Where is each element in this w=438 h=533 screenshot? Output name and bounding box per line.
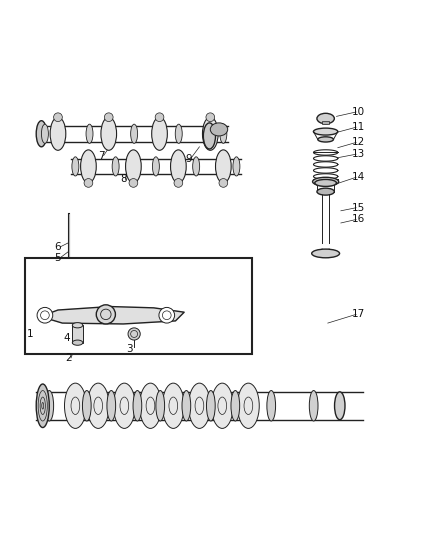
Ellipse shape [96,305,116,324]
Text: 10: 10 [352,107,365,117]
Ellipse shape [131,124,138,143]
Ellipse shape [72,322,83,328]
Ellipse shape [237,383,259,429]
Ellipse shape [203,123,215,149]
Ellipse shape [81,150,96,183]
Text: 3: 3 [127,344,133,354]
Ellipse shape [219,179,228,187]
Ellipse shape [313,177,339,186]
Ellipse shape [182,391,191,421]
Ellipse shape [72,157,79,176]
Ellipse shape [159,308,175,323]
Bar [25,258,252,353]
Text: 5: 5 [55,253,61,263]
Text: 11: 11 [352,122,365,132]
Text: 13: 13 [352,149,365,159]
Ellipse shape [50,117,66,150]
Ellipse shape [162,383,184,429]
Text: 9: 9 [185,154,192,164]
Ellipse shape [312,249,339,258]
Ellipse shape [315,180,336,187]
Text: 2: 2 [66,353,72,363]
Ellipse shape [53,113,62,122]
Text: 4: 4 [64,333,70,343]
Ellipse shape [101,117,117,150]
Text: 14: 14 [352,172,365,182]
Ellipse shape [317,188,334,195]
Polygon shape [41,306,184,324]
Bar [322,121,329,124]
Ellipse shape [267,391,276,421]
Ellipse shape [37,308,53,323]
Text: 1: 1 [26,329,33,339]
Ellipse shape [152,157,159,176]
Ellipse shape [140,383,161,429]
Ellipse shape [155,113,164,122]
Text: 16: 16 [352,214,365,224]
Ellipse shape [128,328,140,340]
Ellipse shape [317,114,334,124]
Ellipse shape [82,391,91,421]
Ellipse shape [36,384,49,427]
Ellipse shape [104,113,113,122]
Ellipse shape [72,340,83,345]
Bar [72,325,83,343]
Ellipse shape [36,120,47,147]
Text: 17: 17 [352,309,365,319]
Ellipse shape [210,123,228,136]
Text: 6: 6 [55,242,61,252]
Ellipse shape [107,391,116,421]
Ellipse shape [212,383,233,429]
Ellipse shape [152,117,167,150]
Ellipse shape [215,150,231,183]
Ellipse shape [84,179,93,187]
Text: 15: 15 [352,203,365,213]
Ellipse shape [64,383,86,429]
Ellipse shape [86,124,93,143]
Ellipse shape [45,391,53,421]
Ellipse shape [42,124,48,143]
Ellipse shape [309,391,318,421]
Ellipse shape [156,391,165,421]
Text: 8: 8 [120,174,127,184]
Ellipse shape [113,383,135,429]
Ellipse shape [202,117,218,150]
Text: 12: 12 [352,138,365,148]
Ellipse shape [233,157,240,176]
Ellipse shape [112,157,119,176]
Ellipse shape [175,124,182,143]
Ellipse shape [335,392,345,419]
Ellipse shape [174,179,183,187]
Ellipse shape [318,137,333,142]
Ellipse shape [133,391,142,421]
Ellipse shape [170,150,186,183]
Ellipse shape [126,150,141,183]
Ellipse shape [129,179,138,187]
Ellipse shape [193,157,200,176]
Ellipse shape [206,391,215,421]
Ellipse shape [231,391,240,421]
Ellipse shape [87,383,109,429]
Ellipse shape [314,128,338,135]
Ellipse shape [206,113,215,122]
Ellipse shape [220,124,227,143]
Text: 7: 7 [98,150,105,160]
Ellipse shape [188,383,210,429]
